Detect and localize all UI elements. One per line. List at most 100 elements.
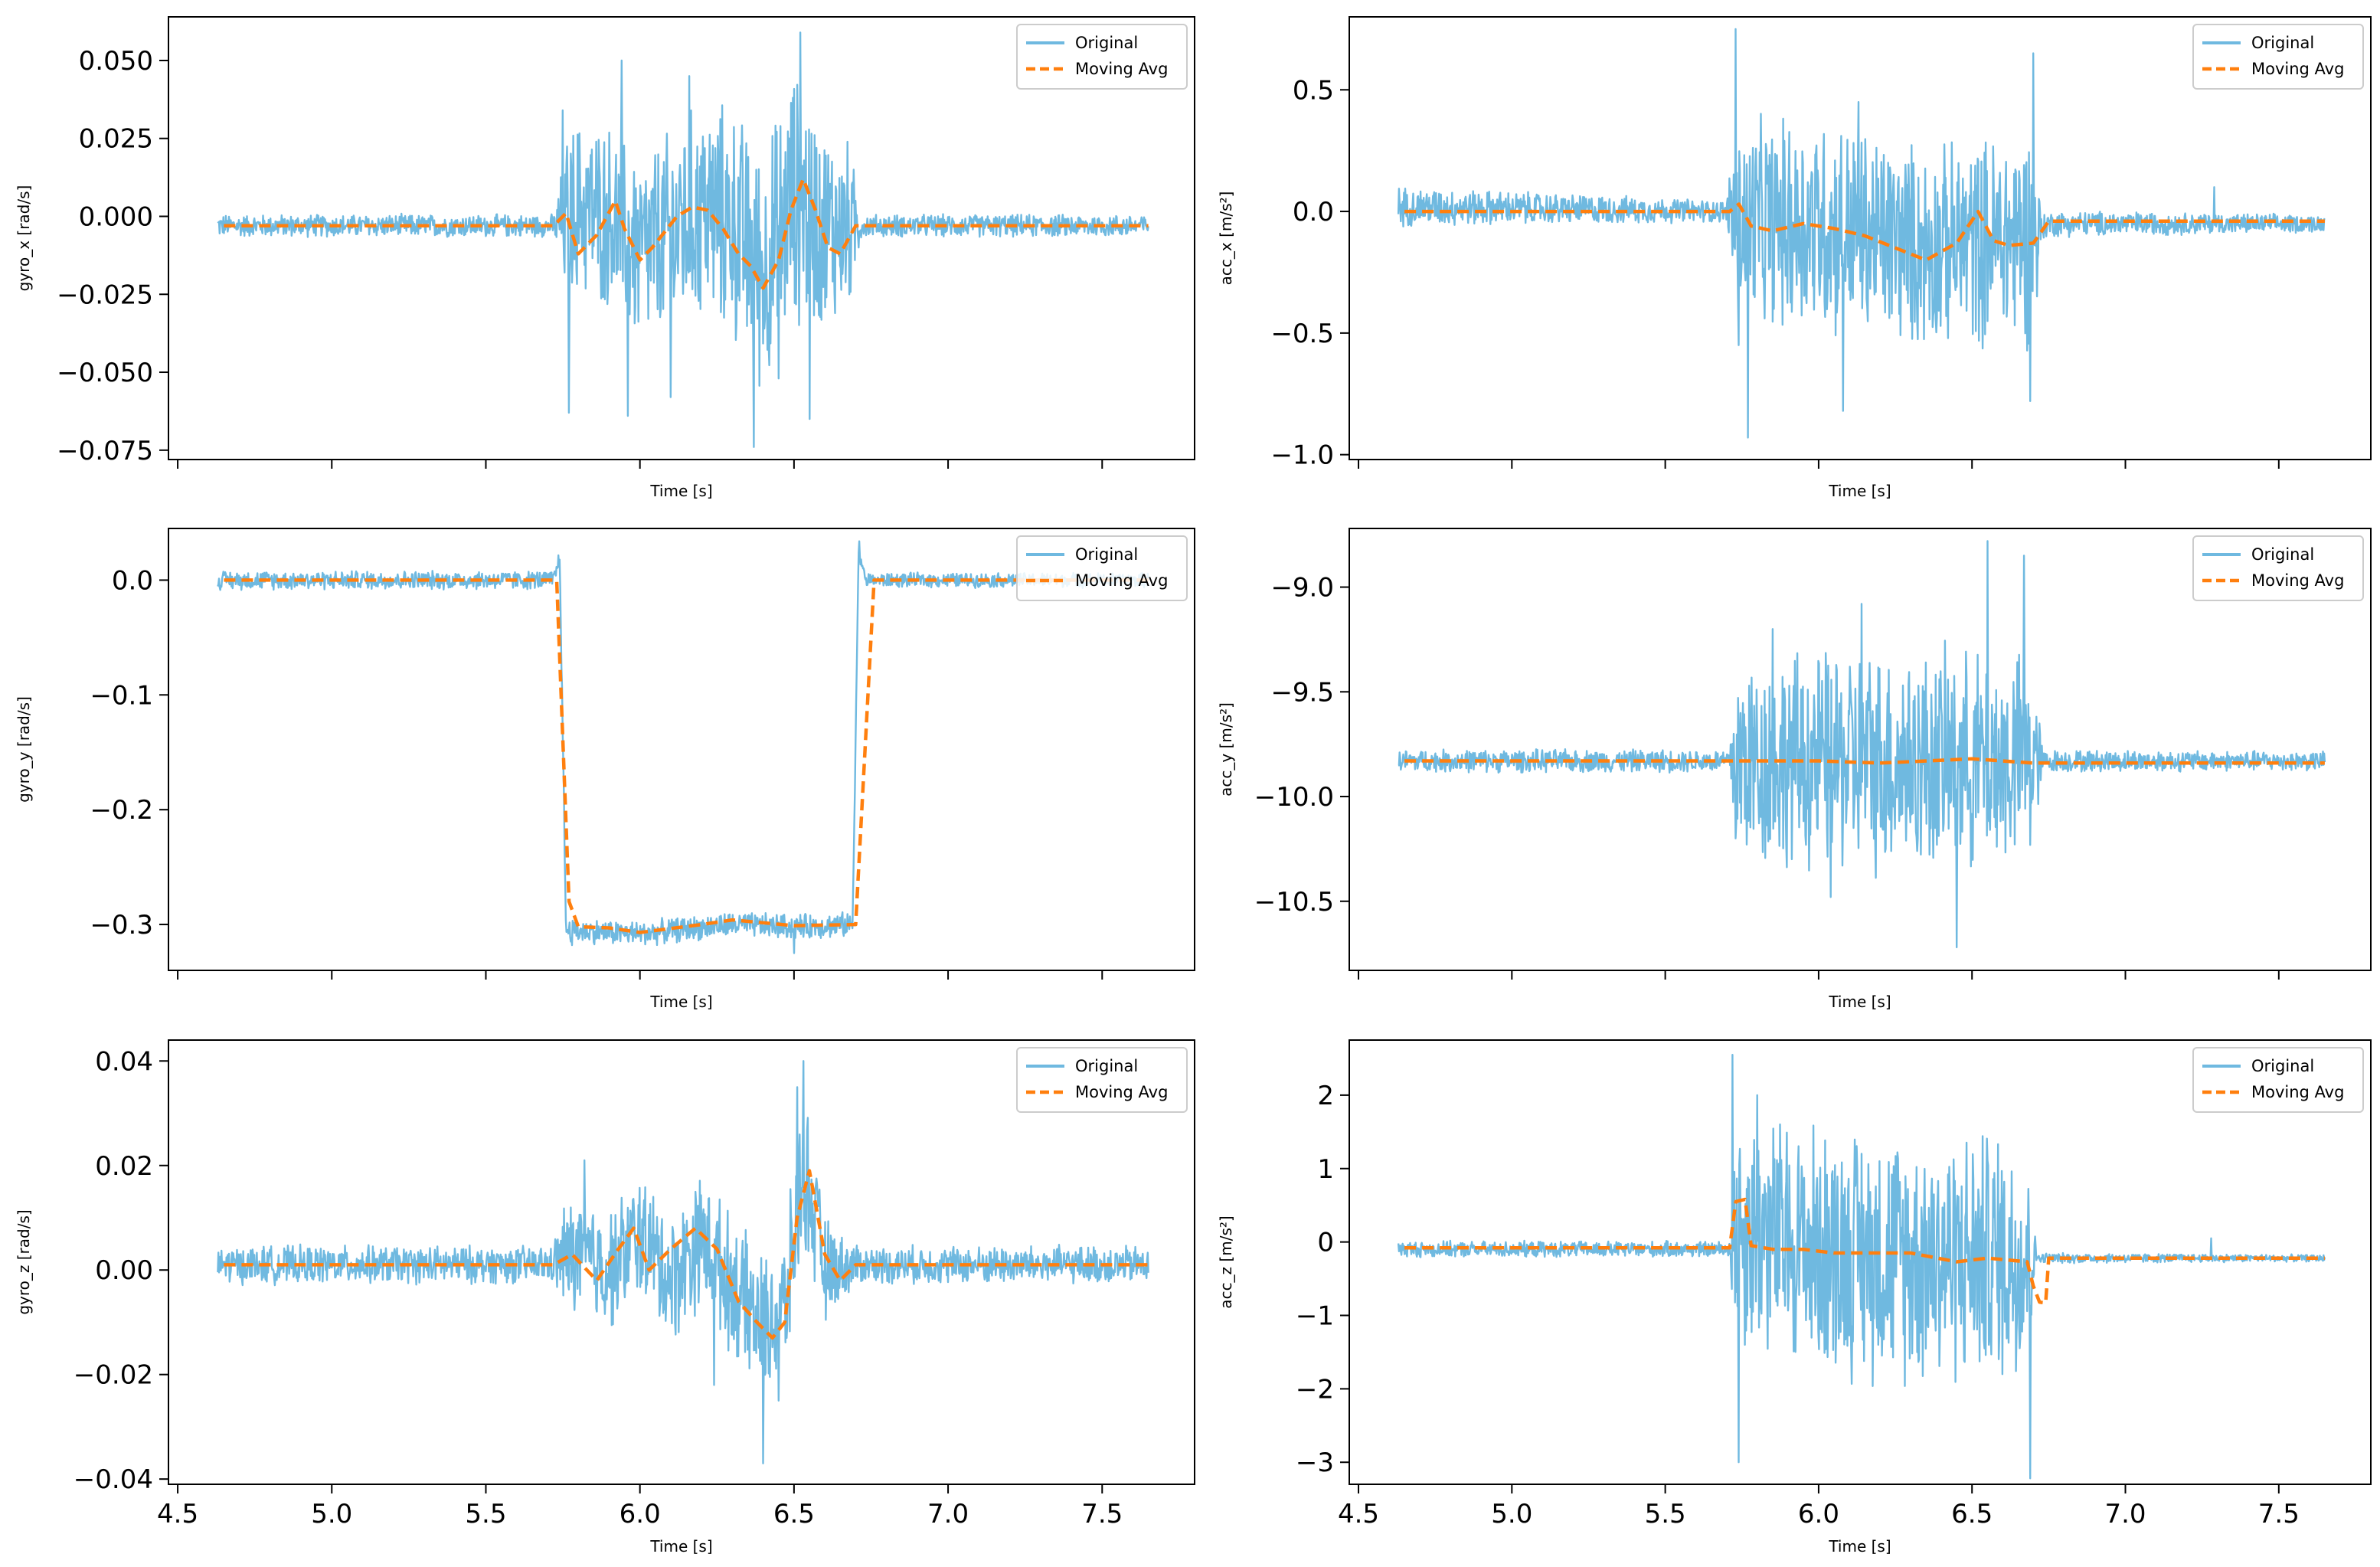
y-tick-label-gyro_y: −0.3 (90, 910, 153, 941)
legend-label-moving-avg: Moving Avg (1075, 60, 1168, 78)
x-tick-label-acc_z: 6.5 (1951, 1499, 1993, 1529)
series-original-gyro_z (217, 1060, 1149, 1464)
y-tick-label-gyro_x: −0.050 (57, 358, 153, 388)
series-moving-avg-acc_y (1404, 757, 2325, 765)
series-moving-avg-gyro_z (224, 1169, 1149, 1340)
chart-acc_x: 0.5 0.0 −0.5 −1.0 Time [s] acc_x [m/s²] Origin… (1217, 16, 2372, 500)
legend-gyro_z: Original Moving Avg (1016, 1047, 1188, 1113)
y-tick-label-gyro_x: 0.050 (79, 46, 153, 77)
y-axis-label-gyro_z: gyro_z [rad/s] (15, 1209, 33, 1314)
y-tick-label-gyro_x: 0.000 (79, 202, 153, 233)
y-axis-label-acc_z: acc_z [m/s²] (1217, 1215, 1235, 1308)
legend-acc_y: Original Moving Avg (2192, 535, 2364, 601)
series-moving-avg-gyro_y (224, 578, 1149, 934)
y-tick-label-acc_z: 0 (1317, 1228, 1334, 1258)
series-original-gyro_x (217, 31, 1149, 448)
legend-label-moving-avg: Moving Avg (1075, 1083, 1168, 1101)
chart-acc_z: 2 1 0 −1 −2 −34.5 5.0 5.5 6.0 6.5 7.0 7.5 Time [s] ac… (1217, 1039, 2372, 1556)
series-original-acc_z (1397, 1054, 2326, 1480)
y-axis-label-gyro_x: gyro_x [rad/s] (15, 185, 33, 292)
legend-acc_z: Original Moving Avg (2192, 1047, 2364, 1113)
axes-frame-gyro_z (168, 1039, 1195, 1485)
legend-label-moving-avg: Moving Avg (2251, 1083, 2344, 1101)
legend-label-original: Original (1075, 34, 1138, 52)
legend-gyro_x: Original Moving Avg (1016, 24, 1188, 90)
y-tick-label-acc_y: −9.0 (1270, 573, 1334, 604)
legend-label-moving-avg: Moving Avg (2251, 60, 2344, 78)
series-moving-avg-acc_x (1404, 202, 2325, 262)
x-tick-label-acc_z: 6.0 (1798, 1499, 1839, 1529)
y-tick-label-gyro_x: −0.025 (57, 280, 153, 310)
legend-gyro_y: Original Moving Avg (1016, 535, 1188, 601)
y-tick-label-acc_y: −9.5 (1270, 677, 1334, 708)
legend-box (2192, 24, 2364, 90)
axes-frame-gyro_y (168, 528, 1195, 971)
x-tick-label-acc_z: 4.5 (1338, 1499, 1379, 1529)
x-tick-label-acc_z: 5.0 (1491, 1499, 1532, 1529)
x-tick-label-acc_z: 7.5 (2258, 1499, 2300, 1529)
x-tick-label-gyro_z: 6.5 (773, 1499, 815, 1529)
x-tick-label-gyro_z: 7.5 (1081, 1499, 1123, 1529)
axes-frame-gyro_x (168, 16, 1195, 460)
x-tick-label-gyro_z: 6.0 (620, 1499, 661, 1529)
legend-label-moving-avg: Moving Avg (2251, 571, 2344, 590)
legend-label-original: Original (1075, 1057, 1138, 1075)
y-tick-label-gyro_z: −0.04 (74, 1464, 153, 1495)
legend-box (2192, 1047, 2364, 1113)
x-tick-label-gyro_z: 7.0 (927, 1499, 969, 1529)
x-axis-label-acc_x: Time [s] (1828, 482, 1891, 500)
y-tick-label-acc_x: −1.0 (1270, 440, 1334, 471)
legend-acc_x: Original Moving Avg (2192, 24, 2364, 90)
axes-frame-acc_y (1349, 528, 2372, 971)
x-axis-label-gyro_x: Time [s] (649, 482, 712, 500)
y-tick-label-gyro_y: −0.2 (90, 795, 153, 826)
x-tick-label-gyro_z: 4.5 (157, 1499, 198, 1529)
plot-area-acc_z (1397, 1054, 2326, 1480)
legend-box (1016, 24, 1188, 90)
y-tick-label-gyro_y: 0.0 (112, 565, 153, 596)
x-tick-label-acc_z: 5.5 (1645, 1499, 1686, 1529)
chart-gyro_y: 0.0 −0.1 −0.2 −0.3 Time [s] gyro_y [rad/s] Ori… (15, 528, 1195, 1011)
chart-gyro_x: 0.050 0.025 0.000 −0.025 −0.050 −0.075 Time [s… (15, 16, 1195, 500)
y-tick-label-gyro_x: −0.075 (57, 436, 153, 466)
x-axis-label-gyro_z: Time [s] (649, 1537, 712, 1556)
y-tick-label-acc_z: 1 (1317, 1154, 1334, 1185)
plot-area-gyro_x (217, 31, 1149, 448)
legend-label-original: Original (2251, 34, 2314, 52)
y-tick-label-acc_x: 0.0 (1293, 197, 1334, 227)
plot-area-gyro_y (217, 540, 1149, 954)
legend-box (2192, 535, 2364, 601)
y-tick-label-gyro_y: −0.1 (90, 680, 153, 711)
x-tick-label-gyro_z: 5.5 (465, 1499, 506, 1529)
x-axis-label-gyro_y: Time [s] (649, 993, 712, 1011)
series-original-acc_y (1398, 540, 2326, 949)
series-original-acc_x (1397, 28, 2326, 439)
y-tick-label-acc_z: −2 (1296, 1374, 1334, 1405)
y-tick-label-acc_z: −3 (1296, 1448, 1334, 1478)
legend-label-moving-avg: Moving Avg (1075, 571, 1168, 590)
chart-acc_y: −9.0 −9.5 −10.0 −10.5 Time [s] acc_y [m/s²] Or… (1217, 528, 2372, 1011)
y-tick-label-acc_x: −0.5 (1270, 319, 1334, 349)
axes-frame-acc_x (1349, 16, 2372, 460)
y-axis-label-gyro_y: gyro_y [rad/s] (15, 696, 33, 803)
x-tick-label-acc_z: 7.0 (2104, 1499, 2146, 1529)
x-axis-label-acc_y: Time [s] (1828, 993, 1891, 1011)
legend-box (1016, 535, 1188, 601)
y-tick-label-gyro_z: −0.02 (74, 1360, 153, 1391)
y-axis-label-acc_y: acc_y [m/s²] (1217, 702, 1235, 797)
legend-label-original: Original (2251, 1057, 2314, 1075)
x-axis-label-acc_z: Time [s] (1828, 1537, 1891, 1556)
chart-gyro_z: 0.04 0.02 0.00 −0.02 −0.044.5 5.0 5.5 6.0 6.5 7.0… (15, 1039, 1195, 1556)
legend-label-original: Original (1075, 545, 1138, 564)
y-tick-label-acc_z: 2 (1317, 1081, 1334, 1111)
y-tick-label-gyro_z: 0.02 (95, 1151, 153, 1182)
series-moving-avg-gyro_x (224, 177, 1149, 290)
x-tick-label-gyro_z: 5.0 (311, 1499, 352, 1529)
plot-area-gyro_z (217, 1060, 1149, 1464)
legend-box (1016, 1047, 1188, 1113)
legend-label-original: Original (2251, 545, 2314, 564)
y-tick-label-acc_x: 0.5 (1293, 75, 1334, 106)
series-moving-avg-acc_z (1404, 1197, 2325, 1305)
y-tick-label-acc_y: −10.0 (1254, 782, 1334, 813)
